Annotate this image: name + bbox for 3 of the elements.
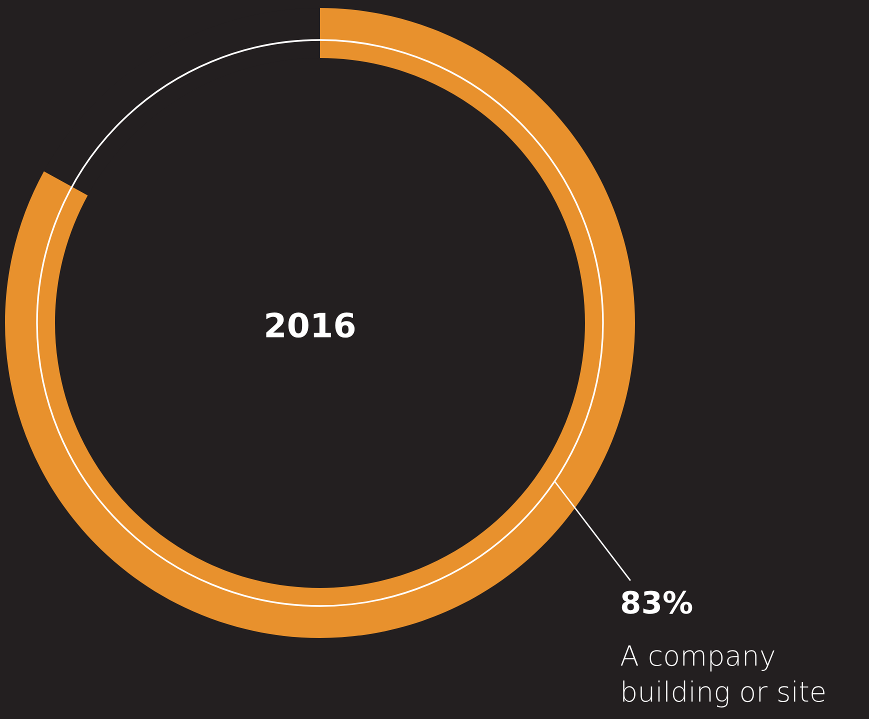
slice-label: A company building or site bbox=[620, 645, 824, 708]
text: 2016 bbox=[266, 312, 355, 338]
data-label: 83% bbox=[622, 590, 692, 614]
